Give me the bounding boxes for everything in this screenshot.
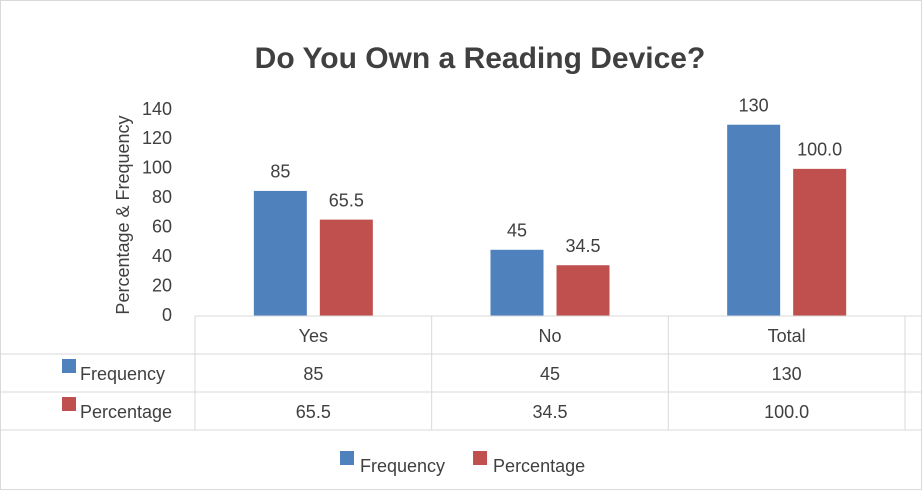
- x-tick-label: Total: [768, 326, 806, 346]
- table-legend-key: [62, 397, 76, 411]
- table-cell: 45: [540, 364, 560, 384]
- y-tick-label: 0: [162, 305, 172, 325]
- y-tick-label: 60: [152, 216, 172, 236]
- y-tick-label: 20: [152, 275, 172, 295]
- legend-key: [340, 451, 354, 465]
- y-tick-label: 80: [152, 187, 172, 207]
- bar: [491, 250, 544, 316]
- bar: [320, 220, 373, 316]
- legend-key: [473, 451, 487, 465]
- data-label: 85: [270, 162, 290, 182]
- table-cell: 85: [303, 364, 323, 384]
- x-tick-label: No: [538, 326, 561, 346]
- data-label: 130: [739, 95, 769, 115]
- y-axis-label: Percentage & Frequency: [113, 115, 133, 314]
- data-label: 34.5: [565, 236, 600, 256]
- chart-title: Do You Own a Reading Device?: [255, 42, 706, 75]
- bar: [557, 265, 610, 316]
- table-series-name: Percentage: [80, 402, 172, 422]
- table-legend-key: [62, 359, 76, 373]
- data-label: 45: [507, 221, 527, 241]
- data-label: 100.0: [797, 140, 842, 160]
- y-tick-label: 140: [142, 99, 172, 119]
- table-cell: 65.5: [296, 402, 331, 422]
- data-label: 65.5: [329, 190, 364, 210]
- bar: [254, 191, 307, 316]
- x-tick-label: Yes: [299, 326, 328, 346]
- table-cell: 100.0: [764, 402, 809, 422]
- table-series-name: Frequency: [80, 364, 165, 384]
- legend-label: Frequency: [360, 456, 445, 476]
- table-cell: 130: [772, 364, 802, 384]
- y-tick-label: 100: [142, 158, 172, 178]
- bar: [793, 169, 846, 316]
- chart: Do You Own a Reading Device? Percentage …: [0, 0, 922, 490]
- bar: [727, 125, 780, 316]
- y-tick-label: 40: [152, 246, 172, 266]
- y-tick-label: 120: [142, 128, 172, 148]
- legend-label: Percentage: [493, 456, 585, 476]
- table-cell: 34.5: [532, 402, 567, 422]
